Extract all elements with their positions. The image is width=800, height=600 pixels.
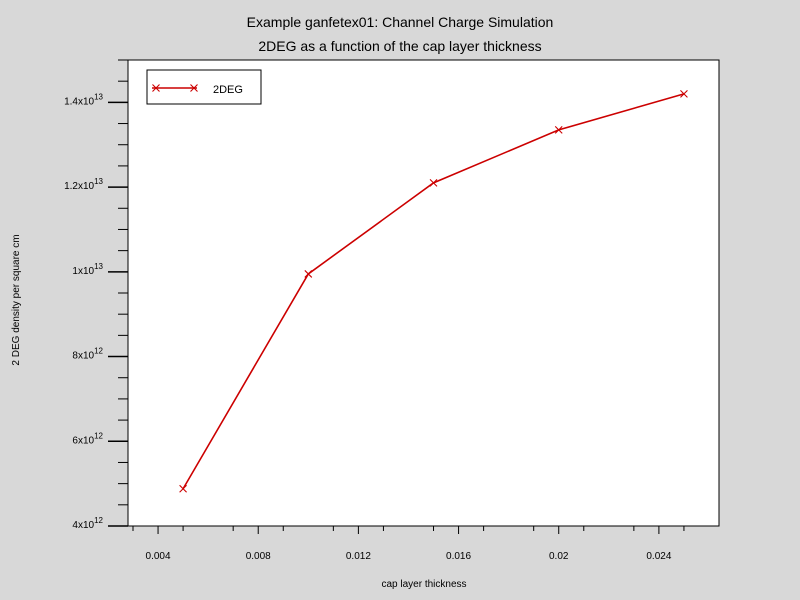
x-tick-label: 0.012 bbox=[346, 551, 371, 562]
x-tick-label: 0.016 bbox=[446, 551, 471, 562]
legend-marker bbox=[152, 84, 160, 92]
y-axis-title: 2 DEG density per square cm bbox=[11, 234, 22, 365]
legend-marker bbox=[190, 84, 198, 92]
data-point bbox=[304, 270, 313, 278]
legend-box bbox=[146, 69, 262, 105]
x-tick-label: 0.008 bbox=[246, 551, 271, 562]
y-tick-label: 1.4x1013 bbox=[64, 92, 103, 107]
series-layer bbox=[179, 90, 688, 493]
chart-subtitle: 2DEG as a function of the cap layer thic… bbox=[258, 38, 541, 54]
chart-title: Example ganfetex01: Channel Charge Simul… bbox=[247, 14, 554, 30]
y-tick-label: 4x1012 bbox=[72, 516, 103, 531]
legend: 2DEG bbox=[146, 69, 262, 105]
data-point bbox=[429, 178, 438, 187]
data-point bbox=[179, 484, 187, 493]
x-tick-label: 0.02 bbox=[549, 551, 569, 562]
plot-area bbox=[127, 59, 720, 527]
x-tick-label: 0.004 bbox=[146, 551, 171, 562]
x-axis-title: cap layer thickness bbox=[381, 579, 466, 590]
y-tick-label: 8x1012 bbox=[72, 347, 103, 362]
y-tick-label: 1x1013 bbox=[72, 262, 103, 277]
data-point bbox=[680, 90, 688, 98]
y-axis: 4x1012 6x1012 8x1012 1x1013 1.2x1013 1.4x1013 bbox=[64, 59, 128, 531]
y-tick-label: 6x1012 bbox=[72, 431, 103, 446]
x-axis: 0.004 0.008 0.012 0.016 0.02 0.024 bbox=[132, 526, 685, 562]
y-tick-label: 1.2x1013 bbox=[64, 177, 103, 192]
data-point bbox=[554, 126, 563, 134]
legend-label-2deg: 2DEG bbox=[213, 84, 243, 96]
x-tick-label: 0.024 bbox=[646, 551, 671, 562]
